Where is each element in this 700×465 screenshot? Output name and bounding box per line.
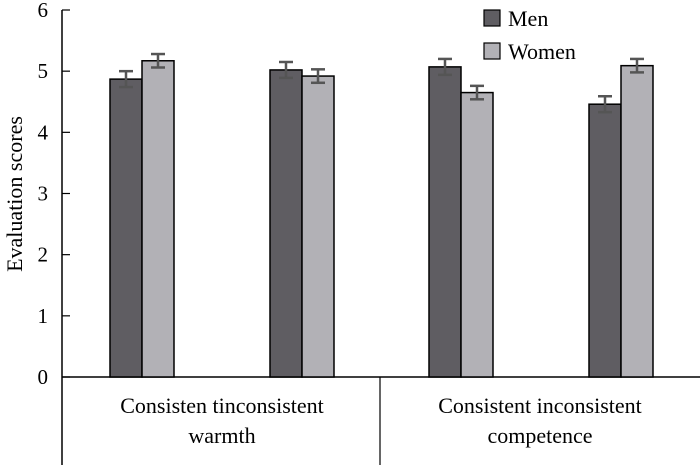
group-label: warmth <box>188 423 255 448</box>
legend-label: Women <box>508 39 576 64</box>
legend-swatch-women <box>483 42 501 60</box>
group-label: Consisten tinconsistent <box>120 393 324 418</box>
bar-women <box>141 60 175 378</box>
bar-women <box>301 75 335 378</box>
error-bar <box>311 68 325 85</box>
error-bar <box>470 84 484 101</box>
error-bar <box>630 57 644 74</box>
bar-men <box>269 69 303 378</box>
y-tick-label: 6 <box>38 0 49 22</box>
error-bar <box>151 52 165 69</box>
y-tick-label: 5 <box>38 59 49 83</box>
error-bar <box>438 57 452 77</box>
error-bar <box>598 94 612 114</box>
y-tick-label: 1 <box>38 304 49 328</box>
bar-men <box>109 78 143 378</box>
y-tick-label: 3 <box>38 182 49 206</box>
error-bar <box>279 60 293 80</box>
bar-men <box>428 66 462 378</box>
bar-women <box>460 91 494 378</box>
error-bar <box>119 69 133 89</box>
group-label: Consistent inconsistent <box>438 393 642 418</box>
legend-swatch-men <box>483 9 501 27</box>
y-tick-label: 0 <box>38 365 49 389</box>
legend-label: Men <box>508 6 548 31</box>
y-axis-label: Evaluation scores <box>2 116 27 272</box>
group-label: competence <box>487 423 592 448</box>
bar-men <box>588 103 622 378</box>
bar-women <box>620 64 654 378</box>
y-tick-label: 4 <box>38 120 49 144</box>
y-tick-label: 2 <box>38 243 49 267</box>
